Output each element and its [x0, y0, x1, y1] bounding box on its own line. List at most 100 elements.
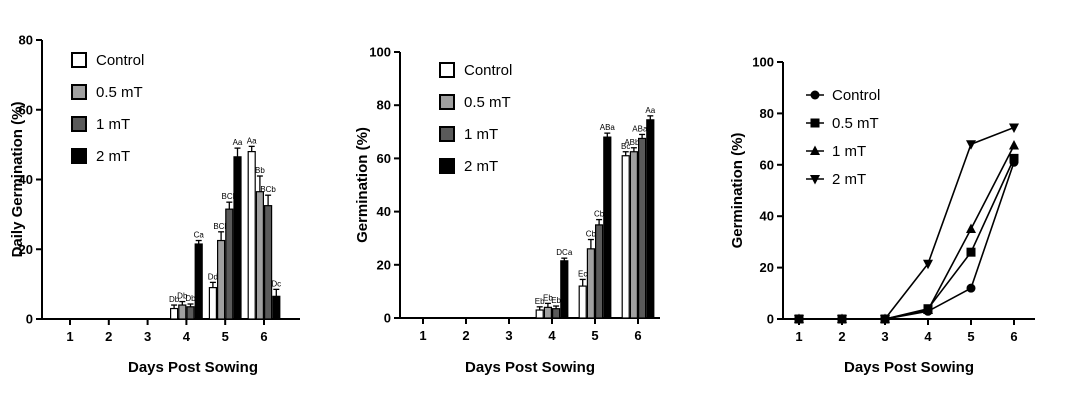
x-tick-label: 5 — [967, 329, 974, 344]
bar — [578, 285, 587, 319]
y-tick-label: 60 — [377, 151, 391, 166]
significance-label: Eb — [543, 293, 553, 302]
data-point — [880, 315, 890, 325]
bar — [551, 308, 561, 319]
bar — [535, 309, 544, 319]
y-tick-label: 20 — [760, 260, 774, 275]
x-tick-label: 2 — [838, 329, 845, 344]
significance-label: Bb — [255, 166, 265, 175]
chart-2: 0 20 40 60 80 100 1 2 3 4 5 6 Days Post Sowing Germin… — [354, 45, 660, 376]
bar — [629, 151, 639, 319]
legend-label: 2 mT — [464, 158, 498, 175]
x-tick-label: 5 — [591, 328, 598, 343]
legend-swatch — [71, 148, 87, 164]
legend-label: 1 mT — [832, 143, 866, 160]
legend-label: Control — [96, 52, 144, 69]
x-tick-label: 4 — [548, 328, 556, 343]
bar — [194, 243, 203, 320]
significance-label: Bc — [621, 142, 630, 151]
significance-label: Db — [169, 295, 180, 304]
data-point — [966, 247, 976, 257]
y-tick-label: 0 — [26, 312, 33, 327]
legend-swatch — [439, 62, 455, 78]
bar — [594, 224, 604, 319]
legend-label: 1 mT — [96, 116, 130, 133]
significance-label: Cb — [586, 230, 597, 239]
bar — [586, 248, 596, 319]
x-tick-label: 5 — [222, 329, 229, 344]
legend-swatch — [439, 126, 455, 142]
data-point — [966, 283, 976, 293]
significance-label: Dd — [208, 272, 218, 281]
chart-3: 0 20 40 60 80 100 1 2 3 4 5 6 Days Post Sowing Germin… — [729, 55, 1035, 376]
significance-label: Eb — [535, 297, 545, 306]
legend-label: 1 mT — [464, 126, 498, 143]
significance-label: Ca — [194, 231, 205, 240]
y-tick-label: 20 — [377, 257, 391, 272]
bar — [233, 156, 242, 320]
y-axis-title: Daily Germination (%) — [9, 102, 26, 258]
legend-label: Control — [464, 62, 512, 79]
bar — [543, 306, 553, 319]
y-tick-label: 100 — [369, 45, 391, 60]
legend-swatch — [439, 158, 455, 174]
significance-label: Aa — [247, 136, 257, 145]
significance-label: Aa — [645, 106, 655, 115]
legend-label: 2 mT — [832, 171, 866, 188]
y-tick-label: 60 — [19, 102, 33, 117]
legend-label: 0.5 mT — [96, 84, 143, 101]
legend-label: 0.5 mT — [832, 115, 879, 132]
legend-marker — [810, 145, 820, 155]
data-point — [966, 223, 976, 234]
data-point — [837, 315, 847, 325]
y-tick-label: 80 — [19, 33, 33, 48]
significance-label: Eb — [551, 296, 561, 305]
bar — [264, 205, 273, 320]
bar — [247, 151, 256, 320]
bar — [560, 260, 569, 319]
x-axis-title: Days Post Sowing — [844, 359, 974, 376]
significance-label: ABbc — [624, 138, 643, 147]
data-point — [1009, 123, 1019, 134]
bar — [646, 119, 655, 319]
significance-label: Cb — [594, 210, 605, 219]
significance-label: ABa — [600, 123, 616, 132]
y-tick-label: 0 — [767, 312, 774, 327]
data-point — [1009, 140, 1019, 150]
significance-label: DCa — [556, 248, 573, 257]
x-tick-label: 4 — [924, 329, 932, 344]
legend-swatch — [71, 84, 87, 100]
y-tick-label: 40 — [760, 209, 774, 224]
y-axis-title: Germination (%) — [354, 127, 371, 243]
x-tick-label: 2 — [105, 329, 112, 344]
significance-label: ABab — [632, 124, 652, 133]
x-tick-label: 2 — [462, 328, 469, 343]
bar — [208, 287, 217, 320]
significance-label: BCb — [222, 192, 238, 201]
bar — [621, 155, 630, 319]
x-tick-label: 6 — [260, 329, 267, 344]
y-tick-label: 40 — [19, 172, 33, 187]
bar — [225, 208, 234, 320]
legend-swatch — [439, 94, 455, 110]
bar — [178, 304, 187, 320]
x-tick-label: 4 — [183, 329, 191, 344]
x-axis-title: Days Post Sowing — [465, 359, 595, 376]
data-point — [794, 315, 804, 325]
x-tick-label: 6 — [634, 328, 641, 343]
x-tick-label: 6 — [1010, 329, 1017, 344]
legend-swatch — [71, 52, 87, 68]
legend-label: 2 mT — [96, 148, 130, 165]
data-point — [1009, 153, 1019, 163]
bar — [603, 136, 612, 319]
bar — [272, 295, 281, 320]
x-tick-label: 1 — [795, 329, 802, 344]
y-tick-label: 80 — [377, 98, 391, 113]
significance-label: Dc — [271, 279, 281, 288]
y-tick-label: 40 — [377, 204, 391, 219]
y-tick-label: 20 — [19, 242, 33, 257]
legend-label: Control — [832, 87, 880, 104]
y-tick-label: 0 — [384, 311, 391, 326]
